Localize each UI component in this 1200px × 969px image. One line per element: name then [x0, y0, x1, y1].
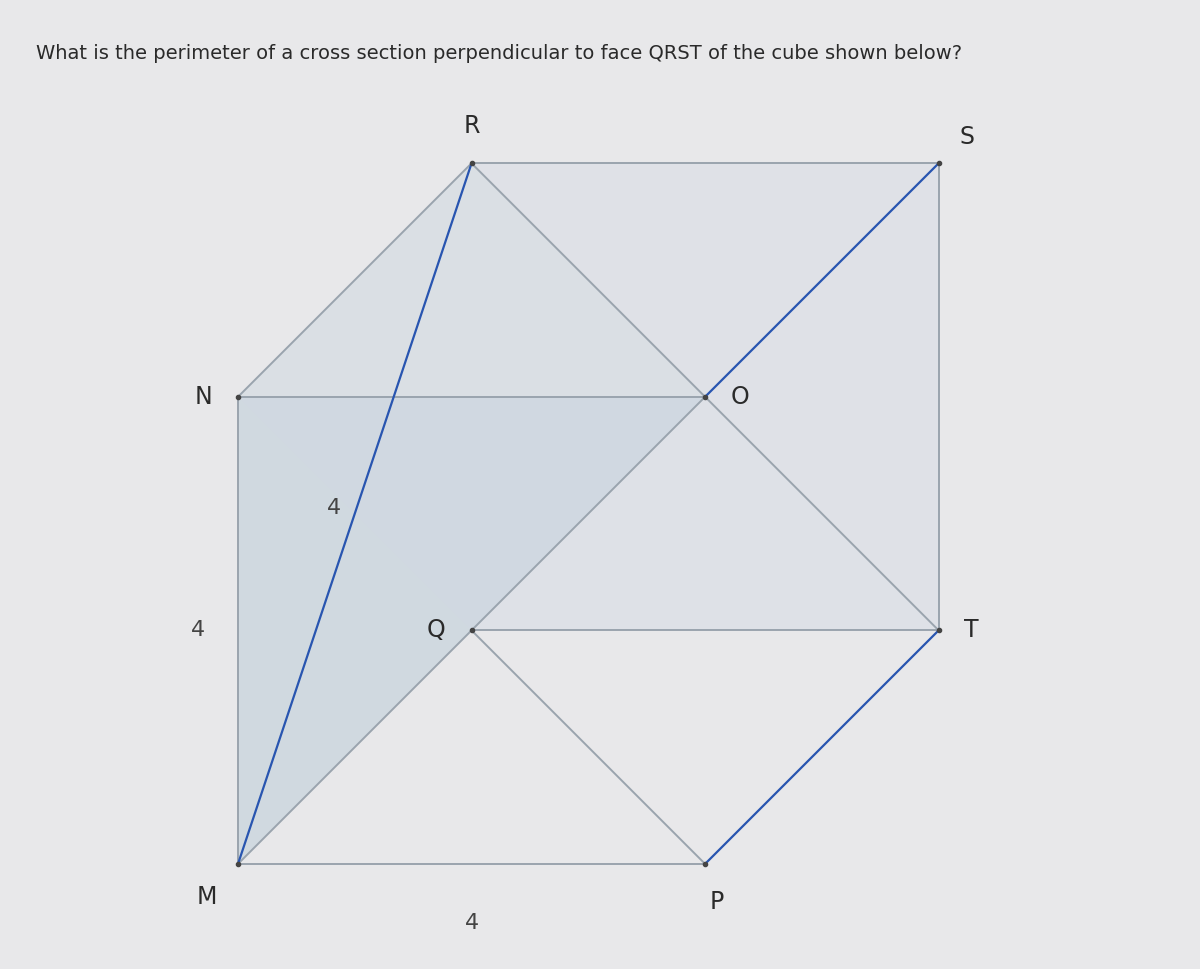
Text: T: T: [965, 618, 979, 642]
Text: O: O: [731, 385, 750, 409]
Text: 4: 4: [191, 620, 205, 641]
Text: P: P: [709, 890, 724, 914]
Text: S: S: [960, 125, 974, 149]
Text: N: N: [194, 385, 212, 409]
Text: 4: 4: [464, 913, 479, 933]
Text: 4: 4: [326, 498, 341, 517]
Polygon shape: [472, 164, 938, 631]
Text: Q: Q: [427, 618, 446, 642]
Polygon shape: [238, 397, 938, 631]
Text: What is the perimeter of a cross section perpendicular to face QRST of the cube : What is the perimeter of a cross section…: [36, 44, 962, 63]
Text: R: R: [463, 113, 480, 138]
Polygon shape: [238, 164, 706, 864]
Polygon shape: [238, 397, 706, 864]
Text: M: M: [197, 885, 217, 909]
